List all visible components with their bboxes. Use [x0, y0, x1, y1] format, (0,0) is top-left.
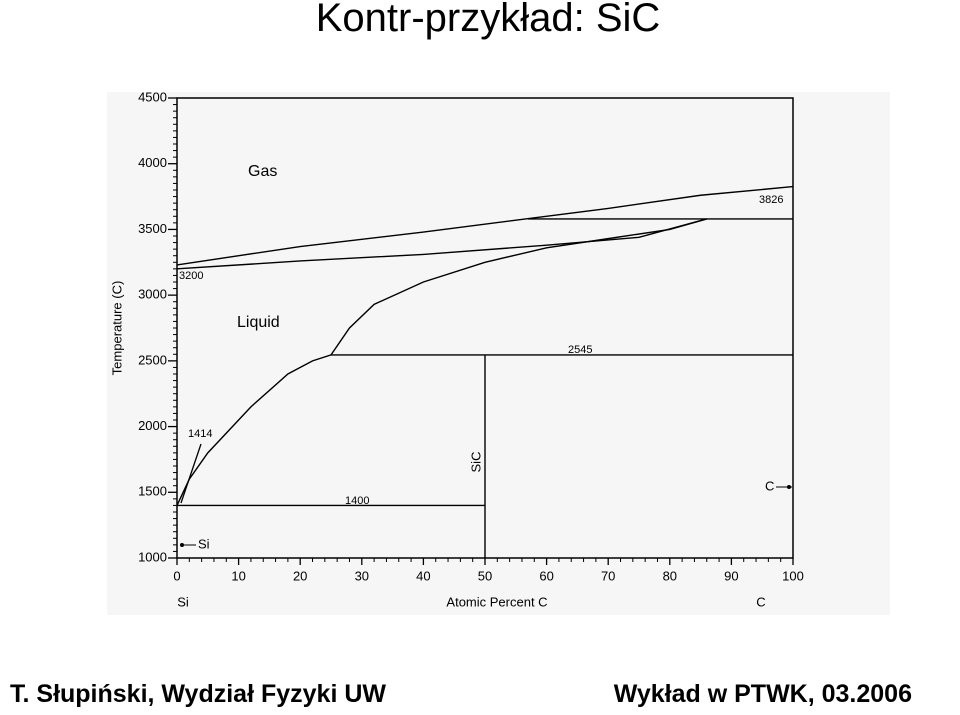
y-tick-label: 2500	[138, 352, 167, 367]
footer-left: T. Słupiński, Wydział Fyzyki UW	[10, 680, 387, 708]
annotation: 1400	[345, 495, 369, 507]
pointer-dot	[180, 543, 184, 547]
annotation: 3200	[179, 270, 203, 282]
y-tick-label: 4500	[138, 89, 167, 104]
y-tick-label: 3500	[138, 221, 167, 236]
pointer-dot	[787, 485, 791, 489]
annotation: Gas	[248, 163, 277, 180]
y-axis-label: Temperature (C)	[109, 281, 124, 376]
y-tick-label: 2000	[138, 418, 167, 433]
annotation: C	[756, 594, 765, 609]
y-tick-label: 1500	[138, 484, 167, 499]
phase-boundary	[176, 185, 794, 266]
x-tick-label: 100	[782, 568, 804, 583]
x-tick-label: 30	[355, 568, 369, 583]
annotation: 2545	[568, 344, 592, 356]
annotation: 1414	[188, 428, 212, 440]
x-tick-label: 90	[724, 568, 738, 583]
x-tick-label: 10	[231, 568, 245, 583]
phase-boundary	[176, 218, 707, 506]
x-axis-label: Atomic Percent C	[446, 594, 547, 609]
annotation: Si	[177, 594, 189, 609]
annotation: C	[765, 478, 774, 493]
y-tick-label: 4000	[138, 155, 167, 170]
pointer-line	[180, 443, 202, 504]
x-tick-label: 50	[478, 568, 492, 583]
annotation: 3826	[759, 194, 783, 206]
y-tick-label: 3000	[138, 287, 167, 302]
x-tick-label: 20	[293, 568, 307, 583]
x-tick-label: 60	[539, 568, 553, 583]
x-tick-label: 40	[416, 568, 430, 583]
y-tick-label: 1000	[138, 549, 167, 564]
annotation: SiC	[468, 452, 483, 473]
annotation: Liquid	[237, 314, 280, 331]
annotation: Si	[198, 536, 210, 551]
x-tick-label: 0	[173, 568, 180, 583]
chart-background	[107, 92, 890, 615]
x-tick-label: 70	[601, 568, 615, 583]
slide-title: Kontr-przykład: SiC	[315, 0, 661, 40]
footer-right: Wykład w PTWK, 03.2006	[613, 680, 912, 708]
phase-boundary	[176, 218, 707, 270]
x-tick-label: 80	[663, 568, 677, 583]
